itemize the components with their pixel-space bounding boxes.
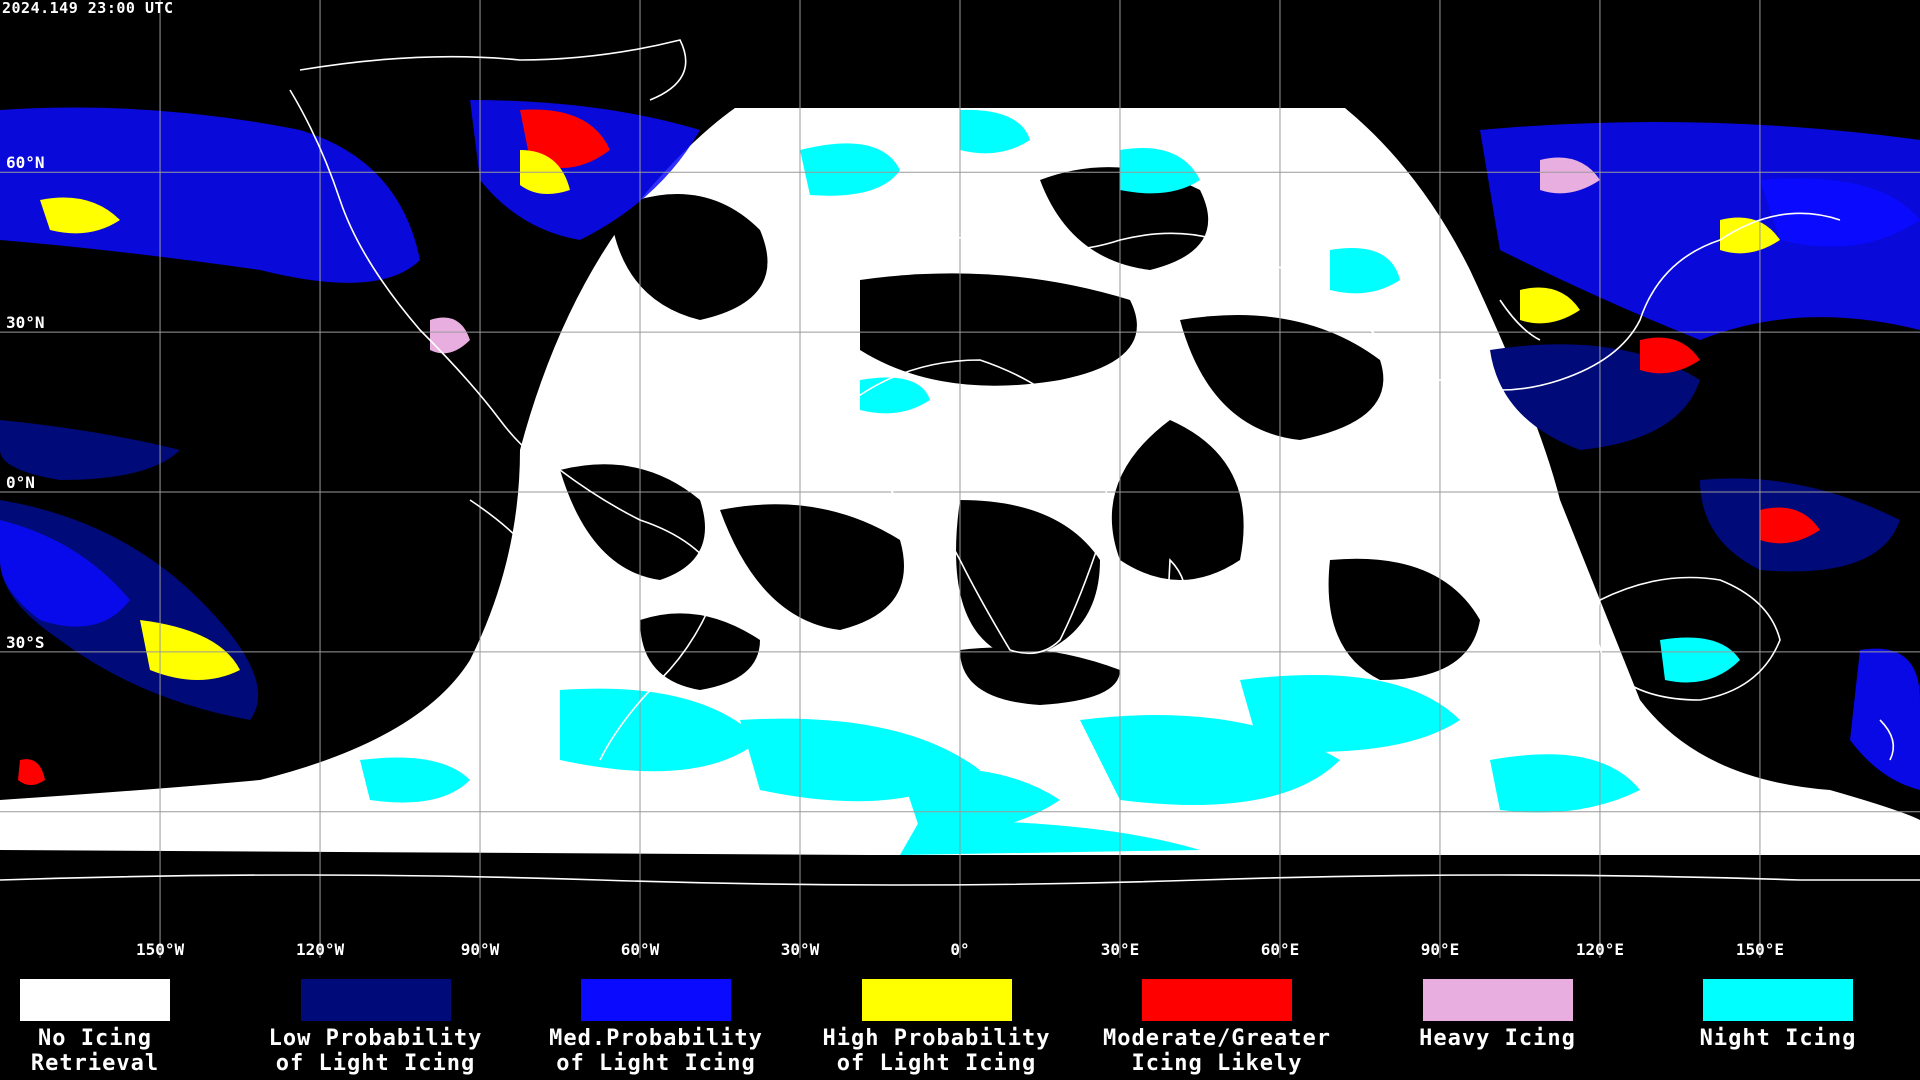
- latitude-label: 30°N: [6, 313, 45, 333]
- longitude-label: 120°W: [295, 940, 345, 959]
- night-icing-areas: [360, 109, 1740, 855]
- longitude-label: 90°E: [1420, 940, 1460, 959]
- legend-item: No Icing Retrieval: [0, 960, 225, 1080]
- legend-label: Moderate/Greater Icing Likely: [1103, 1026, 1331, 1076]
- timestamp: 2024.149 23:00 UTC: [2, 0, 174, 17]
- legend-label: No Icing Retrieval: [30, 1026, 160, 1076]
- legend-item: Med.Probability of Light Icing: [526, 960, 786, 1080]
- longitude-label: 60°W: [620, 940, 660, 959]
- legend-label: Med.Probability of Light Icing: [549, 1026, 763, 1076]
- legend-swatch: [581, 979, 731, 1021]
- longitude-label: 150°E: [1735, 940, 1785, 959]
- coastlines: [0, 39, 1920, 886]
- latitude-label: 0°N: [6, 473, 35, 492]
- longitude-label: 150°W: [135, 940, 185, 959]
- legend-swatch: [300, 979, 451, 1021]
- legend-swatch: [861, 979, 1012, 1021]
- legend-label: Low Probability of Light Icing: [268, 1026, 483, 1076]
- legend-swatch: [1422, 979, 1573, 1021]
- icing-map: 2024.149 23:00 UTC 60°N 30°N 0°N 30°S 150°W…: [0, 0, 1920, 959]
- legend-item: Night Icing: [1648, 960, 1908, 1080]
- legend-item: Low Probability of Light Icing: [246, 960, 506, 1080]
- legend: No Icing Retrieval Low Probability of Lig…: [0, 960, 1920, 1080]
- longitude-label: 0°: [950, 940, 970, 959]
- longitude-label: 30°E: [1100, 940, 1140, 959]
- legend-label: Night Icing: [1699, 1026, 1857, 1051]
- latitude-label: 30°S: [6, 632, 45, 652]
- longitude-label: 90°W: [460, 940, 500, 959]
- graticule: [0, 0, 1920, 958]
- longitude-label: 60°E: [1260, 940, 1300, 959]
- legend-item: Moderate/Greater Icing Likely: [1087, 960, 1347, 1080]
- legend-item: High Probability of Light Icing: [807, 960, 1067, 1080]
- legend-label: Heavy Icing: [1419, 1026, 1576, 1051]
- latitude-label: 60°N: [6, 153, 45, 173]
- legend-swatch: [1142, 979, 1292, 1021]
- longitude-label: 30°W: [780, 940, 820, 959]
- map-canvas: [0, 0, 1920, 958]
- legend-swatch: [1703, 979, 1853, 1021]
- legend-label: High Probability of Light Icing: [822, 1026, 1051, 1076]
- legend-swatch: [20, 979, 170, 1021]
- longitude-label: 120°E: [1575, 940, 1625, 959]
- legend-item: Heavy Icing: [1368, 960, 1628, 1080]
